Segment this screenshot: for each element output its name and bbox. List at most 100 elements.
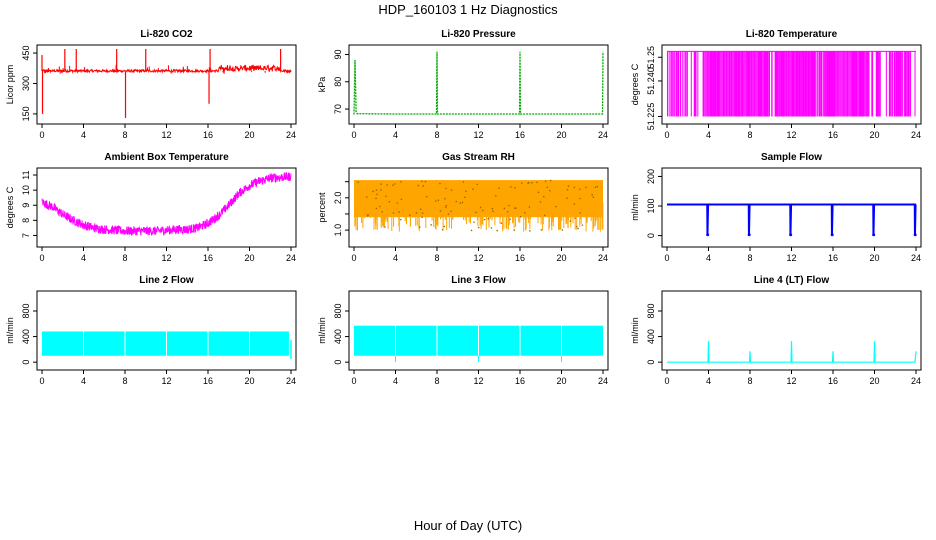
x-tick-label: 24 xyxy=(598,253,608,263)
x-tick-label: 4 xyxy=(81,130,86,140)
x-tick-label: 24 xyxy=(286,376,296,386)
data-layer xyxy=(354,325,603,363)
x-tick-label: 20 xyxy=(244,376,254,386)
x-tick-label: 4 xyxy=(81,253,86,263)
rh-point xyxy=(396,202,399,204)
y-tick-label: 100 xyxy=(646,199,656,214)
plot-frame xyxy=(348,44,609,125)
sample-flow-dip xyxy=(830,233,834,237)
y-tick-label: 400 xyxy=(21,329,31,344)
sample-flow-dip xyxy=(913,233,917,237)
x-tick-label: 4 xyxy=(706,130,711,140)
y-tick-label: 9 xyxy=(21,203,31,208)
rh-point xyxy=(450,189,453,191)
rh-point xyxy=(481,209,484,212)
x-tick-label: 4 xyxy=(393,376,398,386)
chart-panel-4: Ambient Box Temperature 0 4 8 12 16 20 24 7 8 9 10 1… xyxy=(5,152,297,263)
rh-point xyxy=(573,203,576,205)
x-tick-label: 4 xyxy=(706,376,711,386)
rh-point xyxy=(386,184,388,186)
y-tick-label: 0 xyxy=(333,360,343,365)
y-tick-label: 80 xyxy=(333,77,343,87)
rh-point xyxy=(384,226,386,228)
ambient-temp-line xyxy=(41,172,292,237)
x-tick-label: 24 xyxy=(598,376,608,386)
chart-panel-7: Line 2 Flow 0 4 8 12 16 20 24 0 400 800 ml/min xyxy=(5,275,297,386)
x-tick-label: 12 xyxy=(786,253,796,263)
chart-panel-6: Sample Flow 0 4 8 12 16 20 24 0 100 200 ml/min xyxy=(630,152,922,263)
y-tick-label: 200 xyxy=(646,169,656,184)
rh-point xyxy=(418,226,421,228)
rh-point xyxy=(566,197,568,199)
rh-point xyxy=(398,211,400,213)
chart-panel-8: Line 3 Flow 0 4 8 12 16 20 24 0 400 800 ml/min xyxy=(317,275,609,386)
temp-dense-block xyxy=(824,51,870,117)
x-tick-label: 8 xyxy=(434,130,439,140)
rh-point xyxy=(490,227,493,229)
rh-point xyxy=(524,212,526,214)
rh-point xyxy=(380,183,382,186)
rh-point xyxy=(394,183,396,185)
rh-point xyxy=(540,228,543,231)
y-tick-label: 400 xyxy=(333,329,343,344)
x-tick-label: 12 xyxy=(161,253,171,263)
chart-panel-1: Li-820 CO2 0 4 8 12 16 20 24 150 300 450 Licor ppm xyxy=(5,29,297,140)
x-tick-label: 4 xyxy=(393,253,398,263)
x-tick-label: 24 xyxy=(911,130,921,140)
rh-point xyxy=(380,189,382,191)
sample-flow-dip xyxy=(789,233,793,237)
x-tick-label: 16 xyxy=(828,130,838,140)
x-tick-label: 16 xyxy=(828,253,838,263)
page-title: HDP_160103 1 Hz Diagnostics xyxy=(378,2,558,17)
plot-frame xyxy=(36,290,297,371)
rh-point xyxy=(577,227,579,230)
y-axis-label: percent xyxy=(317,192,327,223)
rh-point xyxy=(543,214,546,217)
x-tick-label: 16 xyxy=(515,130,525,140)
rh-point xyxy=(514,186,516,189)
y-tick-label: 11 xyxy=(21,170,31,179)
x-tick-label: 0 xyxy=(664,376,669,386)
data-layer xyxy=(42,331,292,359)
y-tick-label: 10 xyxy=(21,185,31,195)
x-tick-label: 12 xyxy=(473,130,483,140)
x-tick-label: 8 xyxy=(122,376,127,386)
sample-flow-dip xyxy=(747,233,751,237)
rh-point xyxy=(483,218,486,221)
x-tick-label: 16 xyxy=(515,376,525,386)
x-tick-label: 12 xyxy=(786,376,796,386)
rh-point xyxy=(549,179,552,182)
y-tick-label: 51.240 xyxy=(646,67,656,95)
x-tick-label: 20 xyxy=(556,130,566,140)
rh-point xyxy=(515,207,517,209)
y-tick-label: 2.0 xyxy=(333,192,343,205)
rh-point xyxy=(439,210,442,212)
chart-title: Li-820 Temperature xyxy=(746,29,838,40)
rh-point xyxy=(443,225,446,228)
rh-point xyxy=(421,212,424,214)
rh-point xyxy=(439,182,441,185)
y-tick-label: 70 xyxy=(333,104,343,114)
chart-title: Ambient Box Temperature xyxy=(104,152,229,163)
y-tick-label: 8 xyxy=(21,218,31,223)
y-tick-label: 51.225 xyxy=(646,103,656,131)
rh-point xyxy=(444,206,447,209)
x-tick-label: 24 xyxy=(598,130,608,140)
rh-point xyxy=(496,229,498,232)
rh-point xyxy=(375,189,378,191)
y-tick-label: 0 xyxy=(646,233,656,238)
rh-point xyxy=(498,187,500,189)
rh-point xyxy=(537,191,540,194)
sample-flow-line xyxy=(667,203,917,236)
x-tick-label: 4 xyxy=(393,130,398,140)
rh-point xyxy=(399,218,402,221)
x-tick-label: 0 xyxy=(664,253,669,263)
y-tick-label: 1.0 xyxy=(333,224,343,237)
rh-point xyxy=(421,180,423,183)
chart-panel-3: Li-820 Temperature 0 4 8 12 16 20 24 51.225 51.24… xyxy=(630,29,922,140)
rh-point xyxy=(591,193,593,196)
x-tick-label: 12 xyxy=(161,376,171,386)
flow-band xyxy=(42,331,289,356)
rh-point xyxy=(459,202,462,204)
